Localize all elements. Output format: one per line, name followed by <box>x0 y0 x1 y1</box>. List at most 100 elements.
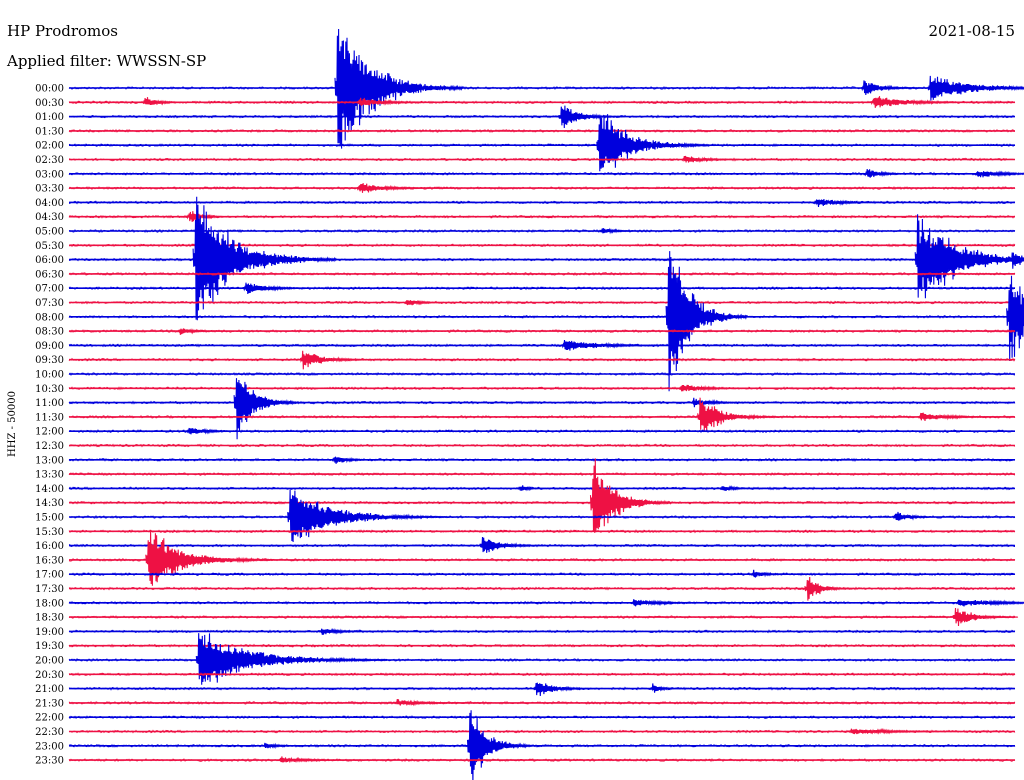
row-time-label: 02:00 <box>35 141 64 152</box>
row-time-label: 11:00 <box>35 398 64 409</box>
seismic-event <box>649 683 684 693</box>
trace-noise <box>68 529 1016 534</box>
row-time-label: 17:00 <box>35 570 64 581</box>
filter-label: Applied filter: WWSSN-SP <box>6 52 206 70</box>
seismic-event <box>356 97 454 107</box>
seismic-event <box>299 350 381 370</box>
row-time-label: 00:00 <box>35 84 64 95</box>
row-time-label: 06:30 <box>35 269 64 280</box>
trace-noise <box>68 143 1016 148</box>
trace-noise <box>68 443 1016 448</box>
seismic-event <box>277 756 375 764</box>
seismic-event <box>892 511 943 521</box>
seismic-event <box>914 214 1024 299</box>
seismic-event <box>870 96 1000 108</box>
row-time-label: 01:00 <box>35 112 64 123</box>
trace-noise <box>68 743 1016 748</box>
row-time-label: 04:00 <box>35 198 64 209</box>
seismic-event <box>974 170 1024 178</box>
seismic-event <box>331 456 382 464</box>
seismic-event <box>864 168 915 178</box>
trace-noise <box>68 700 1016 706</box>
seismic-event <box>466 710 533 780</box>
seismic-event <box>681 155 763 163</box>
row-time-label: 12:30 <box>35 441 64 452</box>
seismic-event <box>690 397 757 408</box>
row-time-label: 10:00 <box>35 370 64 381</box>
row-time-label: 19:00 <box>35 627 64 638</box>
row-time-label: 09:00 <box>35 341 64 352</box>
seismic-event <box>719 485 769 492</box>
seismic-event <box>955 599 1024 607</box>
trace-noise <box>68 672 1016 677</box>
seismic-event <box>262 742 312 750</box>
row-time-label: 16:00 <box>35 541 64 552</box>
seismic-event <box>479 536 546 553</box>
seismic-event <box>356 183 454 193</box>
trace-noise <box>68 157 1015 162</box>
row-time-label: 10:30 <box>35 384 64 395</box>
seismic-event <box>952 607 1019 627</box>
row-time-label: 02:30 <box>35 155 64 166</box>
row-time-label: 15:00 <box>35 513 64 524</box>
seismic-event <box>599 227 650 235</box>
row-time-label: 16:30 <box>35 555 64 566</box>
row-time-label: 20:00 <box>35 656 64 667</box>
row-time-label: 23:00 <box>35 741 64 752</box>
seismic-event <box>403 299 454 306</box>
seismic-event <box>517 485 551 492</box>
seismic-event <box>176 328 227 335</box>
row-time-label: 08:30 <box>35 327 64 338</box>
trace-noise <box>68 643 1016 648</box>
trace-noise <box>68 615 1016 620</box>
channel-axis-label: HHZ - 50000 <box>7 391 18 457</box>
seismic-event <box>813 199 895 208</box>
seismic-event <box>142 97 193 106</box>
seismic-event <box>678 384 775 392</box>
trace-noise <box>68 586 1016 591</box>
trace-noise <box>68 100 1016 105</box>
seismic-event <box>1006 275 1024 362</box>
trace-noise <box>68 400 1016 405</box>
seismic-event <box>533 682 599 697</box>
seismic-event <box>195 633 388 685</box>
row-time-label: 13:30 <box>35 470 64 481</box>
row-time-label: 13:00 <box>35 455 64 466</box>
trace-noise <box>68 357 1016 362</box>
seismic-event <box>804 576 855 601</box>
trace-noise <box>68 371 1015 377</box>
row-time-label: 05:30 <box>35 241 64 252</box>
trace-noise <box>68 600 1016 605</box>
trace-noise <box>68 285 1016 291</box>
row-time-label: 21:00 <box>35 684 64 695</box>
trace-noise <box>68 757 1016 763</box>
trace-noise <box>68 500 1016 505</box>
seismic-event <box>561 339 691 351</box>
seismic-event <box>861 80 927 96</box>
seismic-event <box>233 378 300 440</box>
row-time-label: 18:00 <box>35 598 64 609</box>
trace-noise <box>68 629 1016 634</box>
seismic-event <box>750 569 801 578</box>
row-time-label: 01:30 <box>35 126 64 137</box>
row-time-label: 06:00 <box>35 255 64 266</box>
row-time-label: 21:30 <box>35 698 64 709</box>
row-time-label: 05:00 <box>35 227 64 238</box>
trace-noise <box>68 114 1015 119</box>
seismic-event <box>186 427 252 435</box>
row-time-label: 22:30 <box>35 727 64 738</box>
seismic-event <box>917 412 1015 422</box>
trace-noise <box>68 486 1015 491</box>
row-time-label: 19:30 <box>35 641 64 652</box>
trace-noise <box>68 715 1016 720</box>
date-label: 2021-08-15 <box>929 22 1015 40</box>
row-time-label: 14:00 <box>35 484 64 495</box>
row-time-label: 22:00 <box>35 713 64 724</box>
seismic-event <box>589 458 672 533</box>
seismic-event <box>596 114 710 172</box>
seismic-event <box>287 489 448 543</box>
row-time-label: 23:30 <box>35 756 64 767</box>
row-time-label: 07:30 <box>35 298 64 309</box>
row-time-label: 14:30 <box>35 498 64 509</box>
